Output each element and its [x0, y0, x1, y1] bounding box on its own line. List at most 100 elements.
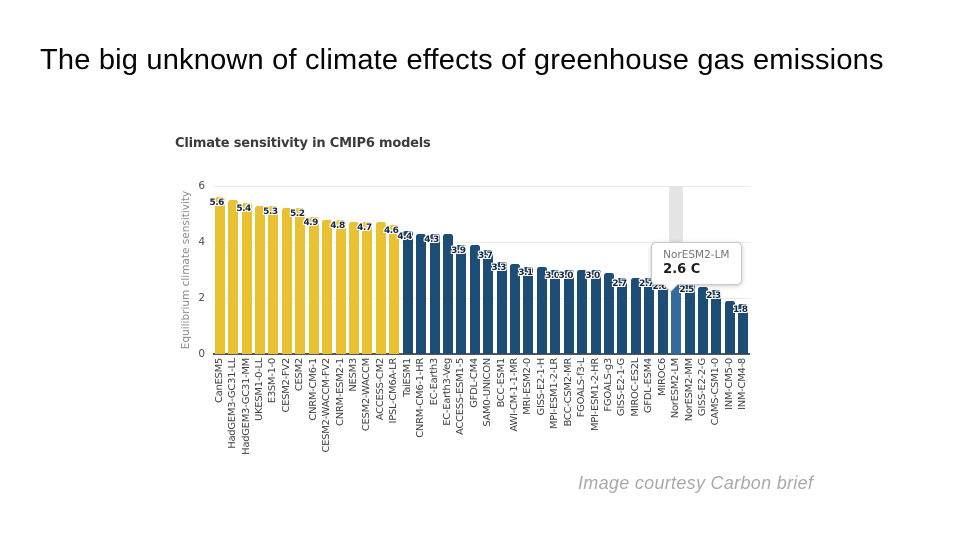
x-tick-label: GISS-E2-2-G [697, 358, 708, 417]
tooltip: NorESM2-LM 2.6 C [651, 242, 742, 293]
bar-noresm2-lm[interactable] [671, 281, 682, 354]
bar-fgoals-g3[interactable] [604, 272, 615, 354]
bar-cnrm-cm6-1[interactable] [308, 216, 319, 354]
bar-value-label: 3.0 [545, 271, 560, 281]
x-tick-label: INM-CM4-8 [737, 358, 749, 410]
x-tick-label: MPI-ESM1-2-HR [589, 358, 601, 432]
bar-value-label: 3.3 [491, 262, 506, 273]
x-tick-label: CNRM-ESM2-1 [334, 358, 346, 426]
bar-value-label: 3.0 [585, 271, 600, 281]
bar-value-label: 4.7 [357, 223, 372, 234]
x-tick-label: CAMS-CSM1-0 [710, 358, 722, 426]
x-tick-label: CESM2-FV2 [280, 358, 292, 413]
bar-value-label: 2.5 [679, 285, 694, 295]
x-tick-label: HadGEM3-GC31-LL [227, 358, 239, 449]
bar-noresm2-mm[interactable] [684, 284, 695, 354]
slide-title: The big unknown of climate effects of gr… [40, 44, 884, 76]
x-tick-label: EC-Earth3 [428, 358, 440, 406]
x-tick-label: NESM3 [347, 358, 359, 392]
bar-value-label: 4.4 [397, 231, 412, 242]
bar-awi-cm-1-1-mr[interactable] [510, 264, 521, 354]
bar-ipsl-cm6a-lr[interactable] [389, 225, 400, 354]
x-tick-label: UKESM1-0-LL [253, 358, 265, 421]
bar-value-label: 4.6 [384, 226, 399, 237]
bar-value-label: 5.2 [290, 209, 305, 220]
bar-giss-e2-1-g[interactable] [617, 278, 628, 354]
bar-cesm2-fv2[interactable] [281, 208, 292, 354]
y-axis-label: Equilibrium climate sensitivity [180, 190, 192, 350]
tooltip-model-name: NorESM2-LM [663, 249, 730, 261]
bar-cesm2-waccm[interactable] [362, 222, 373, 354]
x-tick-label: BCC-ESM1 [495, 358, 507, 408]
bar-miroc6[interactable] [657, 281, 668, 354]
bar-value-label: 3.9 [451, 245, 466, 256]
x-tick-label: EC-Earth3-Veg [441, 358, 453, 426]
bar-giss-e2-2-g[interactable] [698, 286, 708, 354]
x-tick-label: NorESM2-LM [670, 358, 682, 419]
bar-value-label: 4.3 [424, 234, 439, 245]
x-tick-label: GFDL-CM4 [468, 358, 480, 408]
bar-inm-cm4-8[interactable] [738, 303, 749, 354]
bar-ukesm1-0-ll[interactable] [254, 205, 265, 354]
x-tick-label: ACCESS-CM2 [374, 358, 386, 421]
bar-mpi-esm1-2-lr[interactable] [550, 270, 561, 354]
bar-cnrm-esm2-1[interactable] [335, 219, 346, 354]
gridline [213, 242, 750, 243]
x-tick-label: CNRM-CM6-1-HR [415, 358, 427, 438]
bar-value-label: 2.7 [639, 279, 654, 290]
bar-value-label: 5.6 [209, 198, 224, 209]
bar-giss-e2-1-h[interactable] [536, 267, 547, 354]
x-axis-line [213, 353, 750, 355]
x-tick-label: MIROC-ES2L [629, 358, 641, 417]
tooltip-value: 2.6 C [663, 262, 701, 277]
bar-gfdl-esm4[interactable] [644, 278, 655, 354]
bar-nesm3[interactable] [348, 222, 359, 354]
bar-value-label: 4.9 [303, 217, 318, 228]
x-tick-label: BCC-CSM2-MR [562, 358, 574, 427]
y-tick-label: 0 [198, 348, 205, 360]
gridline [213, 298, 750, 299]
bar-cesm2[interactable] [295, 208, 306, 354]
bar-cnrm-cm6-1-hr[interactable] [416, 233, 427, 354]
x-tick-label: CESM2 [294, 358, 306, 392]
x-tick-label: CanESM5 [213, 358, 225, 404]
bar-value-label: 5.3 [263, 206, 278, 217]
x-tick-label: ACCESS-ESM1-5 [455, 358, 467, 435]
x-tick-label: IPSL-CM6A-LR [388, 358, 400, 424]
bar-hadgem3-gc31-ll[interactable] [228, 200, 239, 354]
bar-value-label: 4.8 [330, 220, 345, 231]
bar-taiesm1[interactable] [402, 230, 413, 354]
bar-bcc-esm1[interactable] [496, 261, 507, 354]
x-tick-label: E3SM-1-0 [267, 358, 279, 404]
bar-inm-cm5-0[interactable] [724, 300, 735, 354]
bar-mpi-esm1-2-hr[interactable] [590, 270, 601, 354]
x-tick-label: GFDL-ESM4 [643, 358, 655, 414]
bar-access-cm2[interactable] [375, 222, 386, 354]
x-tick-label: MPI-ESM1-2-LR [549, 358, 561, 430]
x-tick-label: CESM2-WACCM-FV2 [321, 358, 333, 453]
bar-cesm2-waccm-fv2[interactable] [322, 219, 333, 354]
x-tick-label: INM-CM5-0 [723, 358, 735, 410]
bar-bcc-csm2-mr[interactable] [563, 270, 574, 354]
bar-value-label: 3.1 [518, 268, 533, 279]
x-tick-label: FGOALS-g3 [603, 358, 615, 412]
x-tick-label: MIROC6 [656, 358, 668, 396]
bar-miroc-es2l[interactable] [630, 278, 641, 354]
bar-mri-esm2-0[interactable] [523, 267, 534, 354]
bar-sam0-unicon[interactable] [483, 250, 494, 354]
bar-fgoals-f3-l[interactable] [577, 270, 588, 354]
bar-access-esm1-5[interactable] [456, 244, 467, 354]
bar-ec-earth3-veg[interactable] [442, 233, 453, 354]
bar-value-label: 1.8 [733, 304, 748, 315]
bar-gfdl-cm4[interactable] [469, 244, 480, 354]
x-tick-label: FGOALS-f3-L [576, 358, 588, 418]
bar-canesm5[interactable] [214, 197, 225, 354]
bar-hadgem3-gc31-mm[interactable] [241, 202, 252, 354]
y-tick-label: 4 [198, 236, 205, 248]
bar-value-label: 2.7 [612, 279, 627, 290]
bar-e3sm-1-0[interactable] [268, 205, 279, 354]
x-tick-label: CESM2-WACCM [361, 358, 373, 432]
bar-cams-csm1-0[interactable] [711, 289, 722, 354]
bar-ec-earth3[interactable] [429, 233, 440, 354]
